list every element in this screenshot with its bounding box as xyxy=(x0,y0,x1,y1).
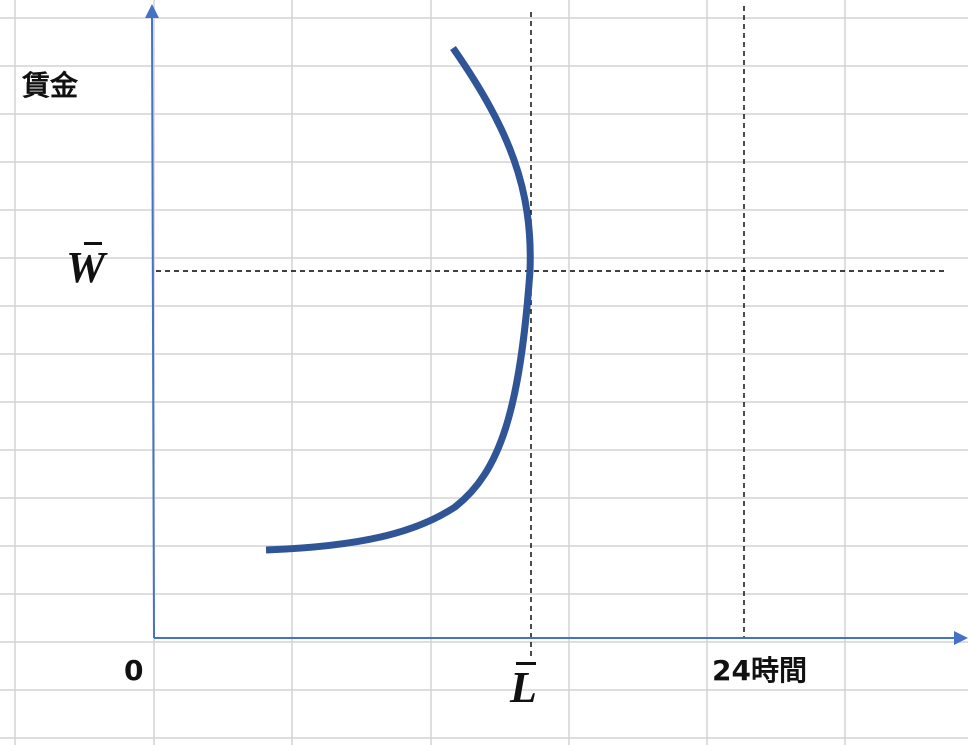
y-axis-label: 賃金 xyxy=(22,69,79,102)
labor-supply-curve xyxy=(265,46,534,554)
w-overbar xyxy=(84,242,102,245)
l-bar-label: L xyxy=(510,662,537,712)
x-axis-arrowhead xyxy=(954,631,968,645)
l-overbar xyxy=(516,662,536,665)
y-axis-arrowhead xyxy=(145,4,159,18)
y-axis xyxy=(151,15,155,639)
w-bar-letter: W xyxy=(66,243,106,292)
24-hours-label: 24時間 xyxy=(712,654,807,687)
w-bar-label: W xyxy=(66,242,106,292)
l-bar-letter: L xyxy=(510,663,537,712)
origin-label: 0 xyxy=(124,654,144,687)
